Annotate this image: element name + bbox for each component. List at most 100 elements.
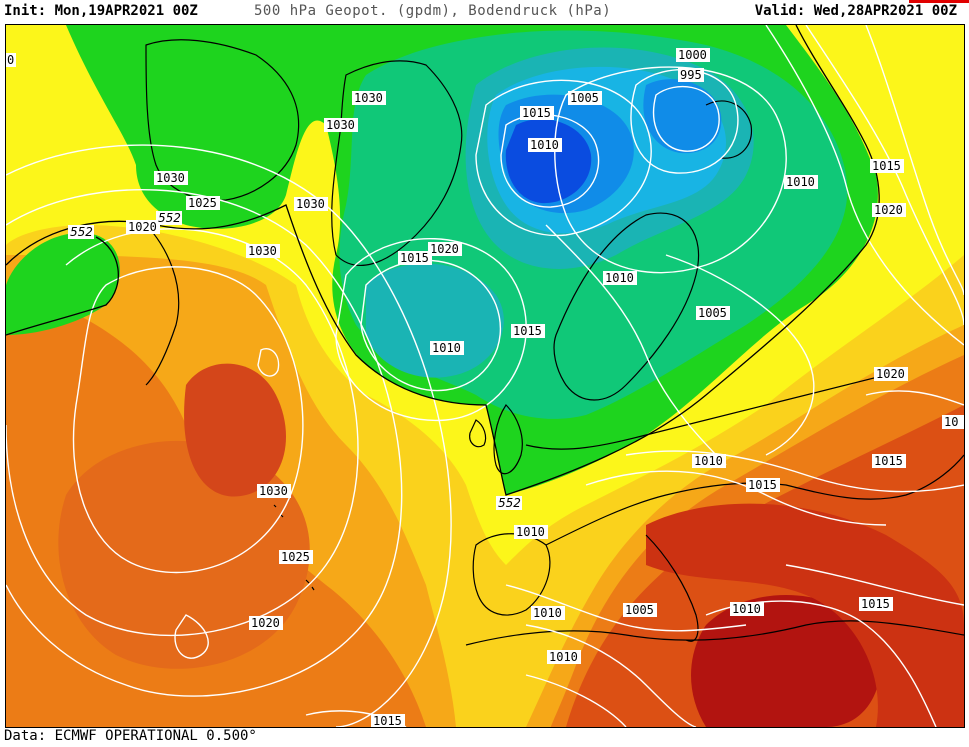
coast-labrador [145,224,180,386]
svg-text:552: 552 [70,225,93,239]
field-high-core [184,363,286,497]
field-red [646,503,964,727]
isobar-1010-south [525,674,627,727]
isobar-1015-ne [805,25,964,326]
isobar-1020-east [865,390,964,406]
isobar-1010-iberia [505,584,747,632]
svg-text:1030: 1030 [259,484,288,498]
geopotential-552-west [6,236,119,336]
svg-text:1015: 1015 [400,251,429,265]
data-source: Data: ECMWF OPERATIONAL 0.500° [4,728,257,744]
isobar-label: 1005 [623,603,657,617]
isobar-1015-europe [625,450,964,493]
isobar-label: 1020 [428,242,462,256]
svg-text:1015: 1015 [373,714,402,727]
svg-text:1030: 1030 [354,91,383,105]
geopotential-labels: 552 552 552 [68,211,522,510]
isobar-label: 0 [6,53,16,67]
isobar-995 [652,85,720,152]
svg-text:1015: 1015 [874,454,903,468]
svg-text:1020: 1020 [430,242,459,256]
svg-text:1010: 1010 [732,602,761,616]
isobar-label: 1010 [784,175,818,189]
isobar-label: 1030 [352,91,386,105]
svg-text:552: 552 [498,496,521,510]
isobar-1010-europe [585,470,887,526]
isobar-label: 1010 [603,271,637,285]
map-canvas: 1030 1025 1020 1030 1030 1030 1030 1020 … [6,25,964,727]
isobar-label: 995 [678,68,704,82]
svg-text:1015: 1015 [872,159,901,173]
isobar-label: 1015 [872,454,906,468]
isobar-label: 1015 [870,159,904,173]
svg-text:1005: 1005 [570,91,599,105]
coast-svalbard [705,100,752,159]
isobar-label: 1020 [872,203,906,217]
svg-text:1030: 1030 [296,197,325,211]
svg-text:1020: 1020 [251,616,280,630]
svg-text:1005: 1005 [625,603,654,617]
svg-text:10: 10 [944,415,958,429]
logo-strip [909,0,969,3]
svg-text:1010: 1010 [786,175,815,189]
coast-ireland [469,419,487,448]
valid-time: Valid: Wed,28APR2021 00Z [754,3,957,19]
svg-text:1015: 1015 [861,597,890,611]
isobar-label: 1005 [696,306,730,320]
isobar-label: 1030 [257,484,291,498]
svg-text:1025: 1025 [281,550,310,564]
svg-text:0: 0 [7,53,14,67]
isobar-label: 1020 [249,616,283,630]
svg-text:1015: 1015 [522,106,551,120]
svg-text:1020: 1020 [874,203,903,217]
weather-map[interactable]: 1030 1025 1020 1030 1030 1030 1030 1020 … [5,24,965,728]
svg-text:1030: 1030 [248,244,277,258]
isobar-label: 1015 [746,478,780,492]
isobar-1020 [6,189,403,697]
svg-text:995: 995 [680,68,702,82]
isobar-label: 1015 [371,714,405,727]
isobar-1005-east [665,254,815,456]
field-deep-red [691,595,881,727]
isobar-label: 1010 [547,650,581,664]
isobar-label: 1000 [676,48,710,62]
svg-text:1030: 1030 [326,118,355,132]
coast-scandinavia [553,212,700,401]
isobar-closed-sw [174,614,209,659]
svg-text:1010: 1010 [432,341,461,355]
isobar-label: 1015 [859,597,893,611]
isobar-label: 10 [942,415,964,429]
coast-madeira [305,579,315,591]
svg-text:552: 552 [158,211,181,225]
coast-british-isles [493,404,523,475]
isobar-1015-east [785,564,964,606]
svg-text:1010: 1010 [530,138,559,152]
coast-baltic-europe [525,374,887,450]
isobar-label: 1010 [730,602,764,616]
field-orange-sw [58,440,310,669]
svg-text:1000: 1000 [678,48,707,62]
svg-text:1025: 1025 [188,196,217,210]
isobar-label: 1020 [126,220,160,234]
isobars [6,25,964,727]
svg-text:1010: 1010 [516,525,545,539]
field-blue-core [505,119,592,204]
isobar-label: 1010 [430,341,464,355]
svg-text:1015: 1015 [513,324,542,338]
map-header: Init: Mon,19APR2021 00Z 500 hPa Geopot. … [0,0,969,24]
isobar-1010-ne [765,25,964,346]
isobar-closed-high [257,348,280,377]
isobar-1015 [6,144,452,727]
isobar-label: 1015 [520,106,554,120]
isobar-1010-mid [545,224,727,466]
isobar-label: 1010 [531,606,565,620]
isobar-label: 1010 [514,525,548,539]
isobar-label: 1030 [154,171,188,185]
svg-text:1020: 1020 [876,367,905,381]
svg-text:1015: 1015 [748,478,777,492]
isobar-1015-low [475,79,652,237]
coast-north-africa [465,620,964,646]
isobar-1010-west [360,259,501,392]
isobar-1020-ne [865,25,964,296]
svg-text:1010: 1010 [533,606,562,620]
